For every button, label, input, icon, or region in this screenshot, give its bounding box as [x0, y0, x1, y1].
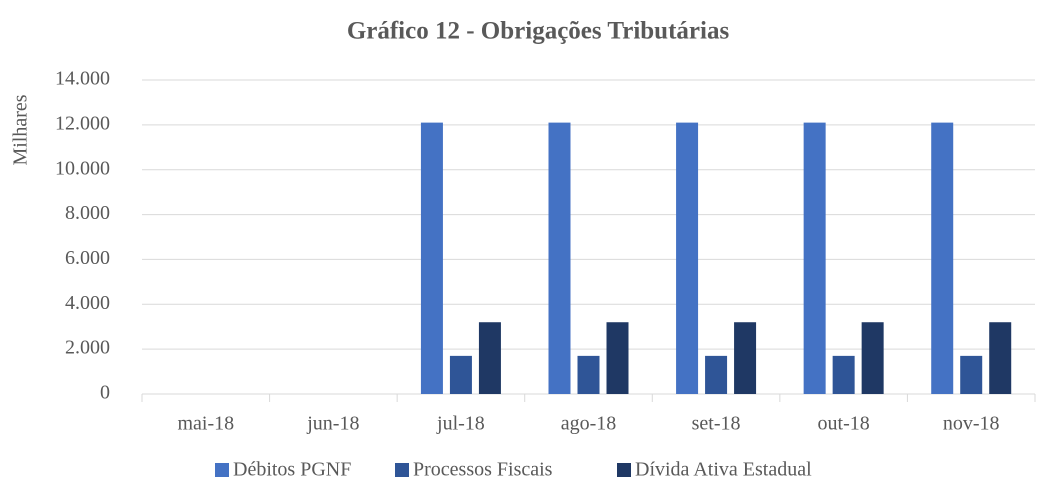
bar [478, 322, 501, 394]
legend-label: Débitos PGNF [233, 459, 351, 481]
x-tick-label: out-18 [818, 413, 870, 435]
bar [803, 122, 826, 394]
bar [931, 122, 954, 394]
bar [676, 122, 699, 394]
y-tick-label: 6.000 [65, 247, 110, 269]
y-tick-label: 8.000 [65, 202, 110, 224]
bar [734, 322, 757, 394]
bar [548, 122, 571, 394]
legend-label: Processos Fiscais [413, 459, 553, 481]
chart-title: Gráfico 12 - Obrigações Tributárias [347, 18, 730, 45]
bar [449, 355, 472, 394]
y-tick-label: 10.000 [55, 157, 110, 179]
bar [861, 322, 884, 394]
y-tick-label: 0 [100, 382, 110, 404]
legend-swatch [395, 463, 409, 477]
y-tick-label: 12.000 [55, 112, 110, 134]
x-tick-label: set-18 [692, 413, 741, 435]
y-tick-label: 4.000 [65, 292, 110, 314]
y-tick-label: 14.000 [55, 68, 110, 90]
x-tick-label: mai-18 [177, 413, 234, 435]
x-tick-label: jul-18 [436, 413, 485, 435]
x-tick-label: nov-18 [943, 413, 1000, 435]
y-axis-label: Milhares [10, 94, 32, 165]
bar [705, 355, 728, 394]
bar [606, 322, 629, 394]
bar [832, 355, 855, 394]
legend-label: Dívida Ativa Estadual [635, 459, 812, 481]
bar [960, 355, 983, 394]
bar [420, 122, 443, 394]
legend-swatch [617, 463, 631, 477]
y-tick-label: 2.000 [65, 337, 110, 359]
x-tick-label: ago-18 [561, 413, 617, 435]
legend-swatch [215, 463, 229, 477]
bar [577, 355, 600, 394]
x-tick-label: jun-18 [306, 413, 359, 435]
bar [989, 322, 1012, 394]
